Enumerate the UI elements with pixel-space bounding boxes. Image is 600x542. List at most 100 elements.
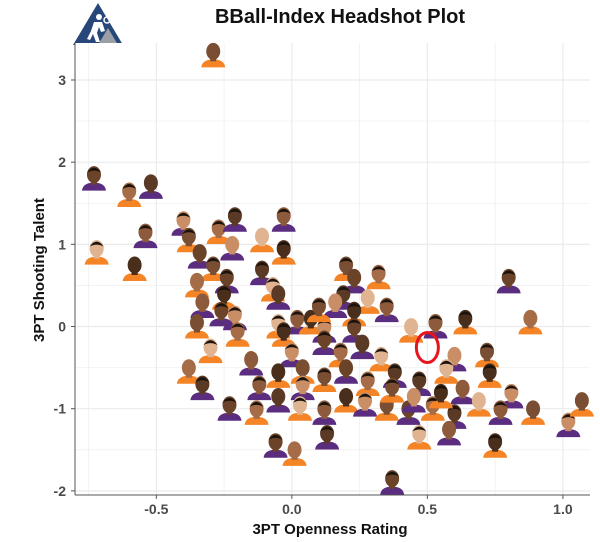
data-points [81, 42, 594, 495]
hair-shape [276, 241, 291, 247]
hair-shape [320, 426, 335, 432]
jersey-shape [239, 367, 264, 376]
player-headshot-point [407, 424, 432, 450]
jersey-shape [201, 59, 226, 68]
jersey-shape [556, 429, 581, 438]
hair-shape [227, 208, 242, 214]
y-tick-label: 1 [58, 236, 66, 252]
player-headshot-point [285, 309, 310, 335]
hair-shape [317, 401, 332, 407]
x-axis-title: 3PT Openness Rating [252, 521, 407, 538]
minor-gridlines [75, 43, 590, 495]
head-shape [328, 293, 343, 311]
jersey-shape [407, 441, 432, 450]
chart-title: BBall-Index Headshot Plot [214, 6, 466, 28]
y-tick-label: 0 [58, 319, 66, 335]
player-headshot-point [380, 470, 405, 495]
player-headshot-point [138, 174, 163, 199]
axes [74, 43, 590, 496]
jersey-shape [353, 408, 378, 417]
bball-index-logo-icon [72, 2, 124, 46]
player-headshot-point [355, 289, 380, 314]
jersey-shape [518, 326, 543, 335]
jersey-shape [306, 314, 331, 323]
jersey-shape [209, 318, 234, 327]
player-headshot-point [122, 256, 147, 281]
player-headshot-point [201, 42, 226, 68]
jersey-shape [298, 326, 323, 335]
player-headshot-point [380, 378, 405, 403]
player-headshot-point [117, 182, 142, 208]
hair-shape [89, 241, 104, 247]
player-headshot-point [287, 396, 312, 421]
hair-shape [276, 323, 291, 329]
player-headshot-point [201, 256, 226, 281]
jersey-shape [569, 408, 594, 417]
player-headshot-point [437, 420, 462, 446]
x-tick-label: 0.5 [418, 501, 438, 517]
hair-shape [222, 397, 237, 403]
player-headshot-point [483, 433, 508, 458]
player-headshot-point [366, 264, 391, 290]
player-headshot-point [81, 166, 106, 191]
hair-shape [122, 184, 137, 190]
y-tick-label: 2 [58, 154, 66, 170]
jersey-shape [380, 486, 405, 495]
hair-shape [206, 258, 221, 263]
jersey-shape [222, 223, 247, 232]
hair-shape [219, 270, 234, 276]
player-headshot-point [342, 301, 367, 327]
jersey-shape [220, 252, 245, 261]
hair-shape [360, 373, 375, 379]
hair-shape [227, 307, 242, 313]
hair-shape [311, 299, 326, 305]
jersey-shape [271, 223, 296, 232]
hair-shape [488, 434, 503, 440]
player-headshot-point [217, 396, 242, 421]
head-shape [271, 387, 286, 405]
player-headshot-point [315, 424, 340, 450]
hair-shape [347, 303, 362, 309]
head-shape [339, 359, 354, 377]
jersey-shape [225, 338, 250, 347]
player-headshot-point [176, 359, 201, 384]
x-tick-label: 1.0 [553, 501, 573, 517]
player-headshot-point [239, 351, 264, 376]
player-headshot-point [401, 387, 426, 413]
jersey-shape [312, 383, 337, 392]
head-shape [189, 314, 204, 332]
jersey-shape [138, 190, 163, 199]
head-shape [339, 387, 354, 405]
jersey-shape [244, 416, 269, 425]
hair-shape [501, 270, 516, 276]
player-headshot-point [222, 207, 247, 232]
player-headshot-point [187, 244, 212, 269]
player-headshot-point [84, 240, 109, 265]
player-headshot-point [428, 383, 453, 409]
player-headshot-point [466, 392, 491, 417]
head-shape [287, 441, 302, 459]
jersey-shape [271, 256, 296, 265]
hair-shape [317, 368, 332, 374]
jersey-shape [334, 375, 359, 384]
y-tick-label: 3 [58, 72, 66, 88]
player-headshot-point [312, 400, 337, 425]
head-shape [225, 235, 240, 253]
jersey-shape [483, 449, 508, 458]
jersey-shape [312, 416, 337, 425]
jersey-shape [266, 404, 291, 413]
hair-shape [265, 278, 280, 284]
jersey-shape [477, 379, 502, 388]
jersey-shape [323, 309, 348, 318]
hair-shape [290, 311, 305, 317]
player-headshot-point [312, 367, 337, 392]
head-shape [189, 272, 204, 290]
hair-shape [230, 323, 245, 329]
player-headshot-point [450, 379, 475, 405]
hair-shape [333, 344, 348, 350]
player-headshot-point [266, 363, 291, 388]
player-headshot-point [225, 322, 250, 347]
player-headshot-point [350, 334, 375, 360]
player-headshot-point [334, 387, 359, 413]
